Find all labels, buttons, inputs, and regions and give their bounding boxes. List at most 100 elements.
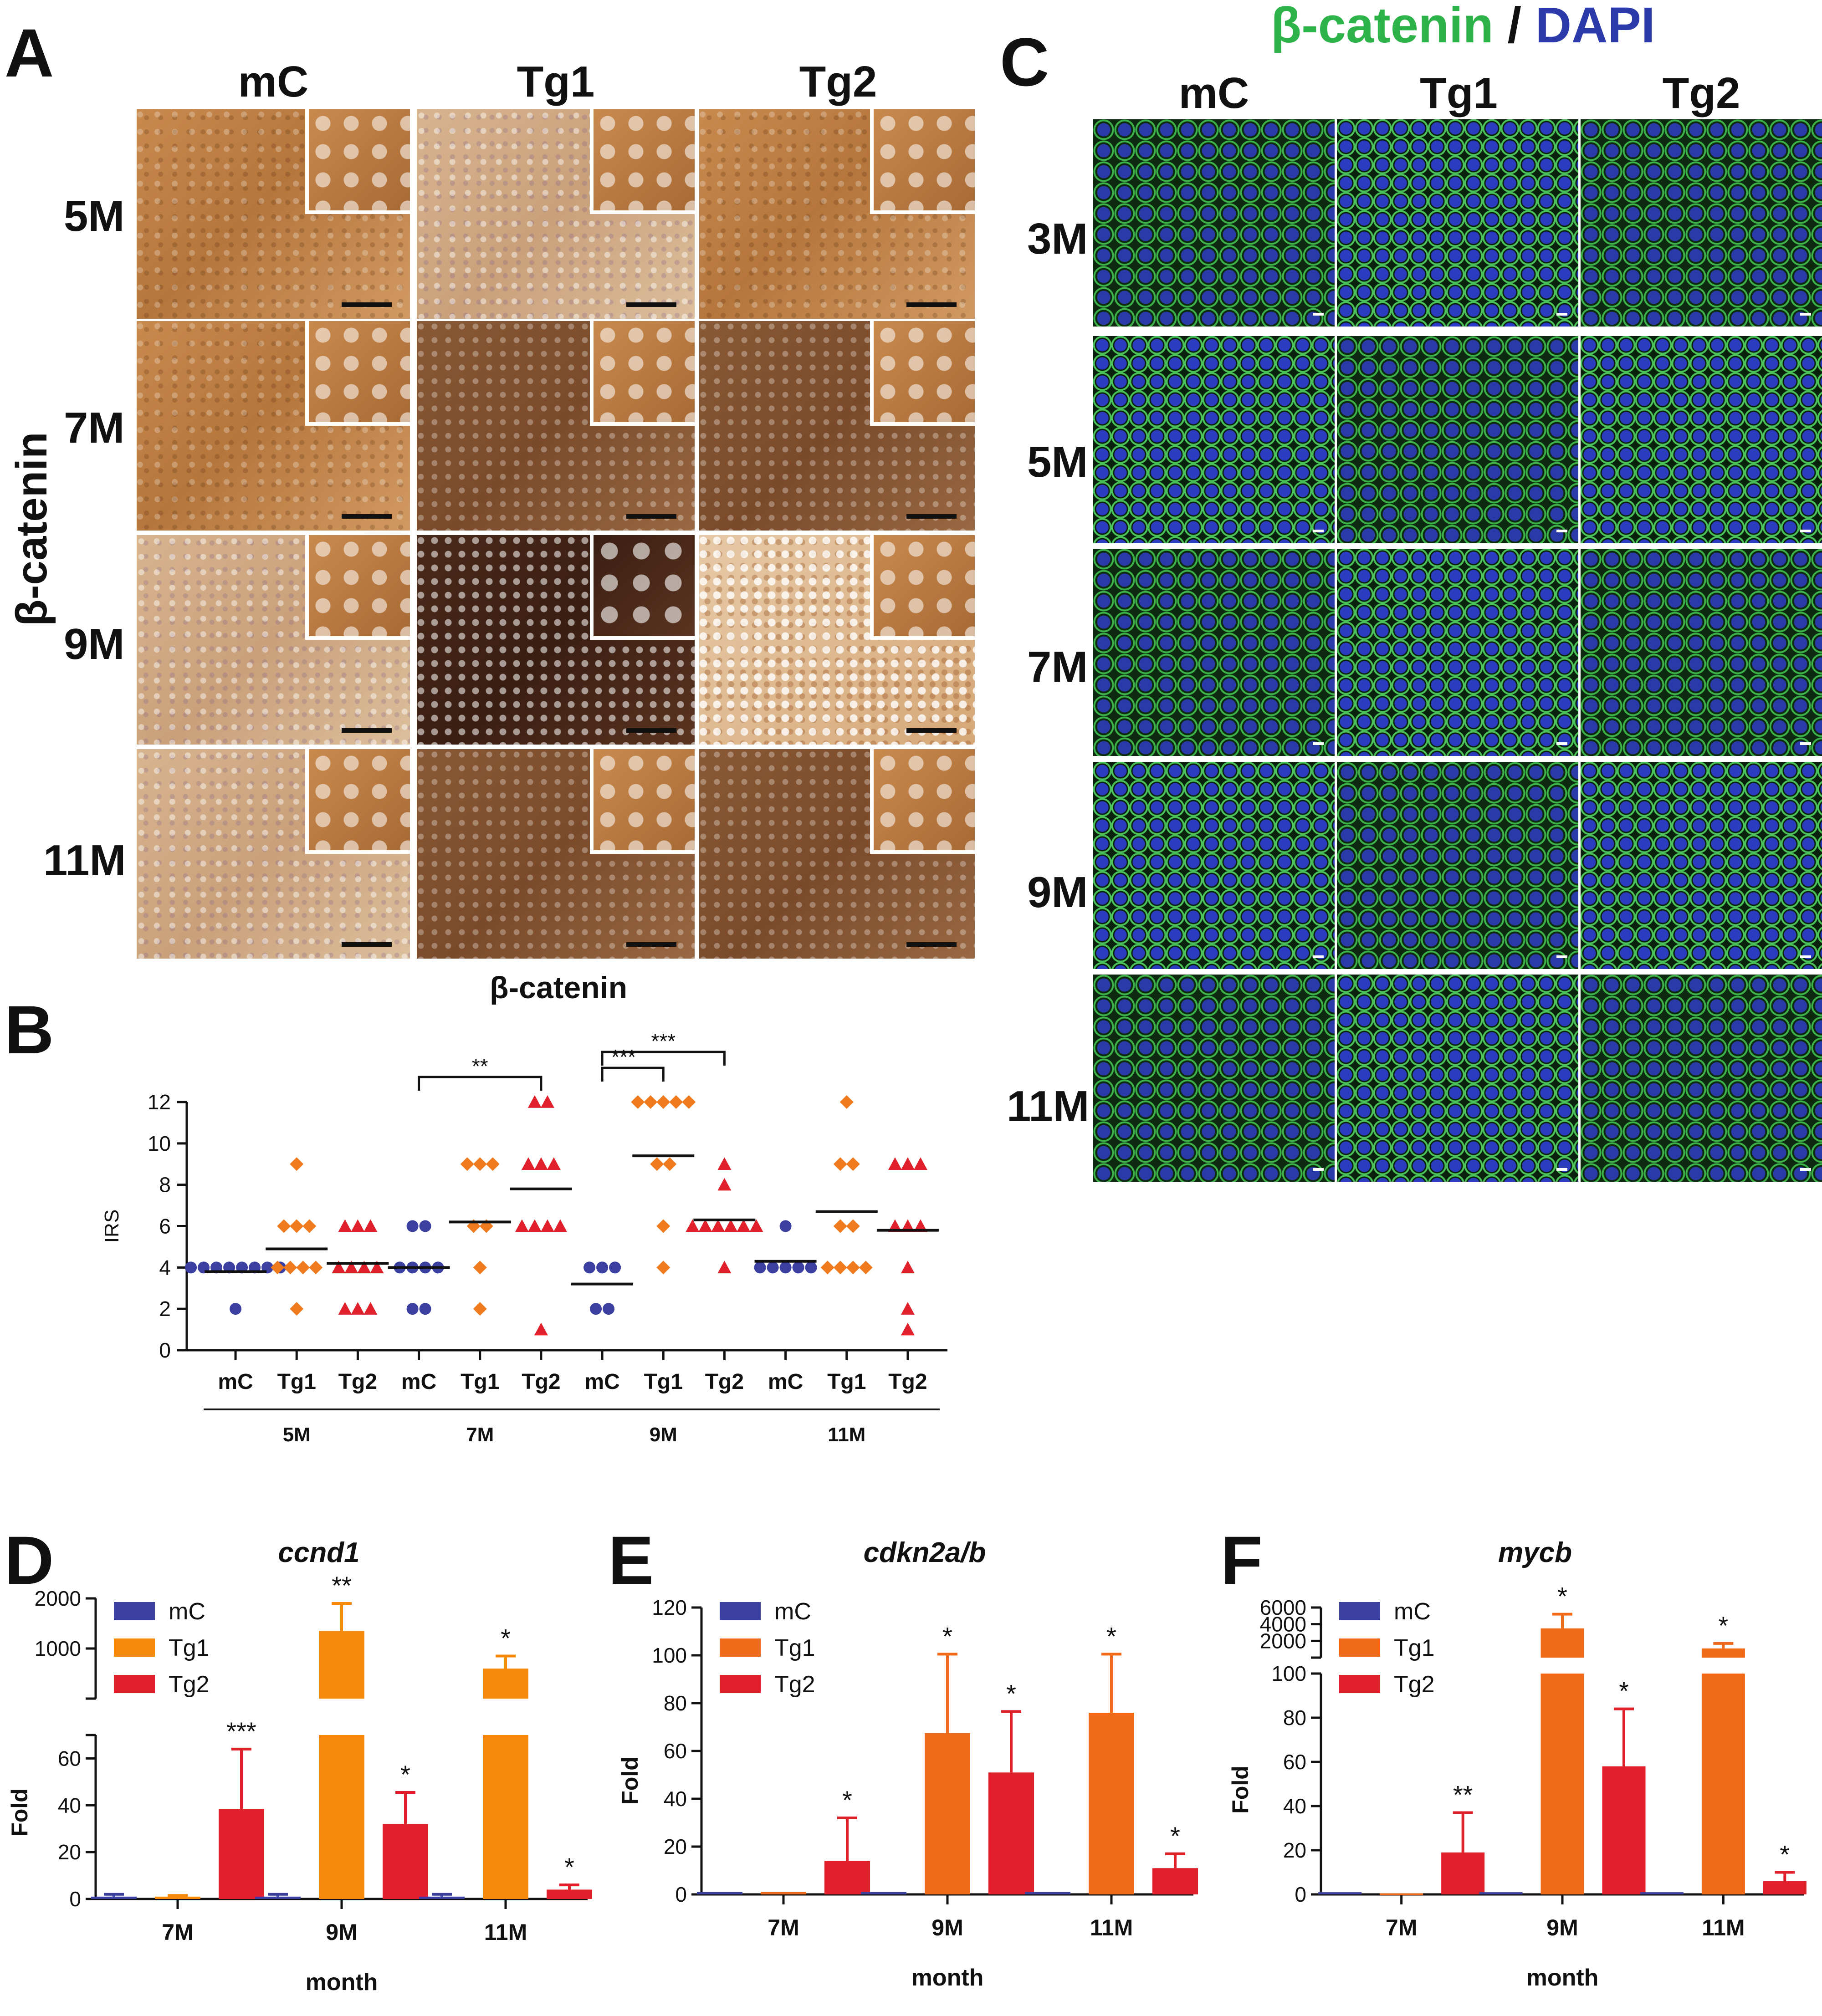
- panel-a-row-9M: 9M: [64, 620, 125, 669]
- scale-bar: [342, 728, 392, 733]
- y-tick-label: 4000: [1260, 1613, 1306, 1636]
- group-label: 9M: [650, 1424, 677, 1446]
- bar: [1152, 1868, 1198, 1894]
- scale-bar: [1313, 313, 1324, 316]
- data-point: [650, 1157, 664, 1171]
- data-point: [419, 1303, 431, 1315]
- significance-bracket: [601, 1051, 726, 1066]
- data-point: [547, 1157, 561, 1170]
- bar-upper: [1541, 1628, 1584, 1658]
- y-tick-label: 60: [664, 1739, 687, 1763]
- ihc-image-Tg1-9M: [417, 535, 695, 745]
- panel-a-row-11M: 11M: [43, 836, 126, 885]
- y-axis-label: Fold: [1228, 1766, 1253, 1814]
- scale-bar: [1800, 955, 1811, 958]
- data-point: [779, 1261, 792, 1274]
- panel-c-title: β-catenin / DAPI: [1271, 0, 1655, 54]
- scale-bar: [1313, 1168, 1324, 1171]
- data-point: [357, 1261, 371, 1274]
- data-point: [888, 1157, 902, 1170]
- x-tick-label: Tg2: [705, 1370, 744, 1394]
- data-point: [767, 1261, 779, 1274]
- ihc-inset-zoom: [870, 535, 975, 640]
- scale-bar: [906, 302, 957, 307]
- legend-label: Tg2: [1394, 1671, 1435, 1698]
- bar: [91, 1896, 137, 1899]
- data-point: [656, 1261, 670, 1275]
- group-label: 5M: [283, 1424, 311, 1446]
- bar: [824, 1861, 870, 1894]
- legend-swatch: [1339, 1602, 1380, 1620]
- bar: [761, 1892, 806, 1894]
- y-tick-label: 20: [1283, 1838, 1306, 1862]
- bar-lower: [319, 1735, 364, 1899]
- bar: [1441, 1852, 1485, 1894]
- bar: [1318, 1892, 1362, 1894]
- if-image-mC-11M: [1093, 975, 1335, 1182]
- scale-bar: [1556, 313, 1567, 316]
- y-tick-label: 60: [58, 1746, 81, 1770]
- data-point: [901, 1261, 915, 1274]
- x-axis-label: month: [1526, 1965, 1599, 1991]
- if-image-Tg2-7M: [1581, 549, 1822, 756]
- bar-upper: [483, 1669, 528, 1699]
- irs-scatter-chart: 0 2 4 6 8 10 12 IRS mC Tg1 Tg2 mC Tg1 Tg2 mC Tg1 Tg2 mC Tg…: [101, 1029, 947, 1446]
- if-image-mC-3M: [1093, 119, 1335, 327]
- data-point: [290, 1219, 304, 1233]
- data-point: [805, 1261, 817, 1274]
- y-tick-label: 8: [159, 1173, 171, 1197]
- data-point: [283, 1261, 297, 1275]
- ccnd1-bar-chart: ccnd1 Fold month 0 20 40 60 1000 2000 mC Tg1 Tg2 7M 9…: [7, 1537, 592, 1996]
- ihc-inset-zoom: [870, 749, 975, 854]
- data-point: [473, 1261, 487, 1275]
- significance-stars: *: [400, 1760, 410, 1789]
- panel-f-letter: F: [1221, 1522, 1263, 1598]
- legend-swatch: [1339, 1675, 1380, 1693]
- data-point: [527, 1219, 542, 1232]
- x-tick-label: Tg2: [888, 1370, 927, 1394]
- bar: [547, 1889, 592, 1899]
- ihc-image-Tg2-11M: [699, 749, 975, 959]
- data-point: [669, 1095, 683, 1109]
- data-point: [351, 1302, 365, 1315]
- significance-stars: *: [1006, 1679, 1016, 1708]
- panel-a-letter: A: [5, 15, 54, 91]
- panel-c-row-9M: 9M: [1027, 868, 1088, 917]
- panel-c-title-blue: DAPI: [1535, 0, 1655, 53]
- x-tick-label: Tg2: [338, 1370, 377, 1394]
- data-point: [833, 1261, 847, 1275]
- if-image-Tg1-9M: [1337, 762, 1578, 969]
- data-point: [302, 1219, 317, 1233]
- data-point: [749, 1219, 763, 1232]
- if-image-Tg1-3M: [1337, 119, 1578, 327]
- data-point: [521, 1157, 535, 1170]
- scale-bar: [342, 514, 392, 519]
- data-point: [486, 1157, 500, 1171]
- scale-bar: [1556, 955, 1567, 958]
- data-point: [711, 1219, 725, 1232]
- panel-b-letter: B: [5, 991, 54, 1068]
- bar: [255, 1896, 301, 1899]
- y-tick-label: 20: [58, 1840, 81, 1864]
- scale-bar: [1313, 742, 1324, 745]
- x-tick-label: 9M: [326, 1919, 357, 1945]
- significance-stars: *: [1780, 1840, 1790, 1869]
- data-point: [913, 1157, 927, 1170]
- scale-bar: [342, 302, 392, 307]
- data-point: [406, 1220, 419, 1232]
- data-point: [846, 1261, 860, 1275]
- data-point: [363, 1219, 378, 1232]
- data-point: [534, 1322, 548, 1336]
- panel-d-letter: D: [5, 1522, 54, 1598]
- scale-bar: [1313, 530, 1324, 532]
- bar: [1089, 1713, 1134, 1894]
- ihc-inset-zoom: [870, 109, 975, 214]
- data-point: [309, 1261, 323, 1275]
- x-tick-label: mC: [584, 1370, 619, 1394]
- panel-c-title-green: β-catenin: [1271, 0, 1494, 53]
- scale-bar: [342, 942, 392, 947]
- ihc-inset-zoom: [590, 109, 695, 214]
- bar: [697, 1892, 742, 1894]
- data-point: [631, 1095, 645, 1109]
- y-tick-label: 12: [148, 1090, 171, 1114]
